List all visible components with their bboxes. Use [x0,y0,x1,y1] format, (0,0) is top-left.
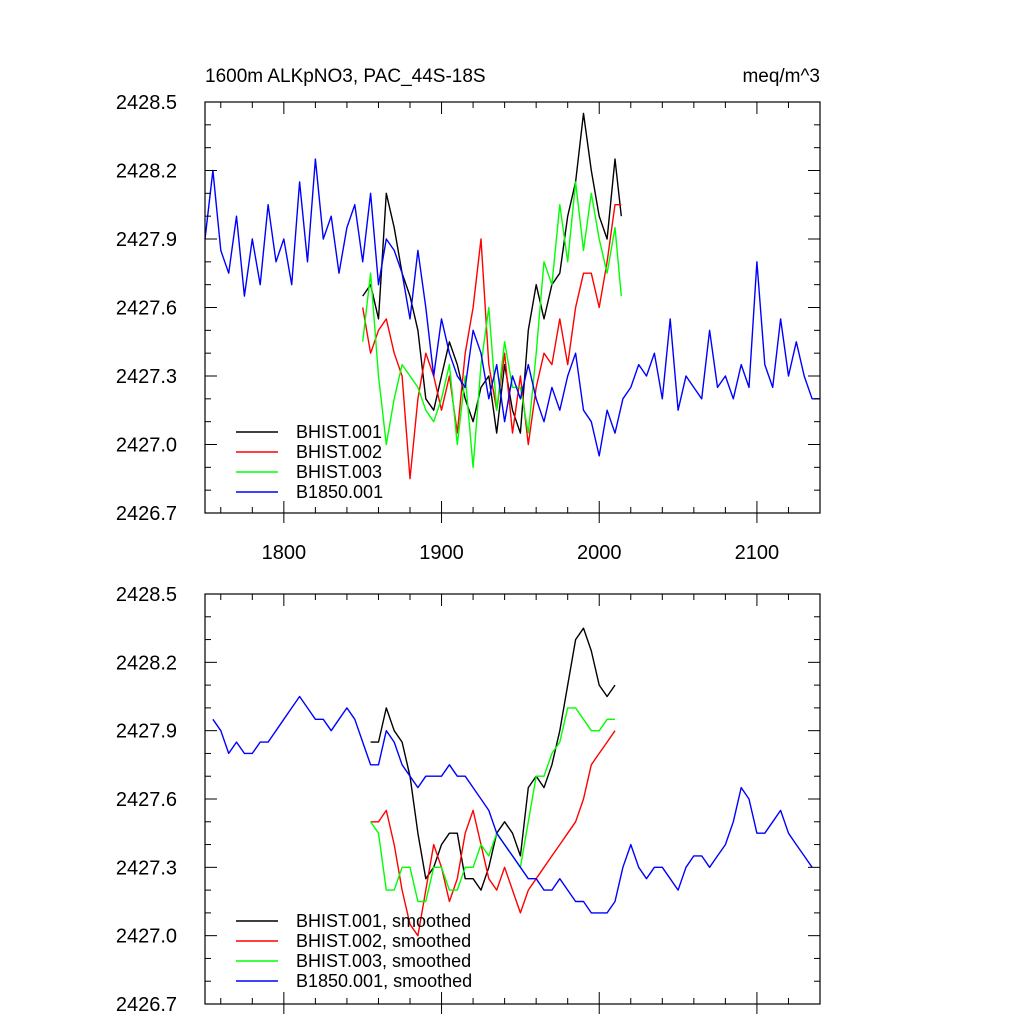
x-tick-label: 1800 [262,542,307,564]
y-tick-label: 2427.0 [116,926,177,948]
y-tick-label: 2427.0 [116,435,177,457]
chart-title: 1600m ALKpNO3, PAC_44S-18S [205,66,486,87]
x-tick-label: 2100 [735,542,780,564]
y-tick-label: 2427.9 [116,229,177,251]
x-tick-label: 1900 [419,542,464,564]
series-line-1-0 [370,627,616,891]
y-tick-label: 2426.7 [116,994,177,1016]
y-tick-label: 2427.6 [116,789,177,811]
legend-entry: BHIST.001, smoothed [296,911,471,931]
units-label: meq/m^3 [742,66,820,87]
legend-entry: B1850.001, smoothed [296,971,472,991]
y-tick-label: 2427.6 [116,298,177,320]
y-tick-label: 2427.3 [116,857,177,879]
y-tick-label: 2428.2 [116,652,177,674]
series-line-0-2 [362,181,622,468]
series-line-0-0 [362,112,622,434]
y-tick-label: 2427.9 [116,721,177,743]
legend-entry: BHIST.001 [296,422,382,442]
series-line-1-2 [370,707,615,903]
legend-entry: BHIST.003, smoothed [296,951,471,971]
x-tick-label: 2000 [577,542,622,564]
y-tick-label: 2428.5 [116,92,177,114]
series-line-0-3 [204,158,820,457]
y-tick-label: 2428.5 [116,584,177,606]
series-line-1-1 [370,730,616,937]
legend-entry: BHIST.002, smoothed [296,931,471,951]
legend-entry: BHIST.002 [296,442,382,462]
series-line-0-1 [362,204,622,480]
y-tick-label: 2428.2 [116,161,177,183]
y-tick-label: 2426.7 [116,503,177,525]
series-line-1-3 [212,695,813,914]
legend-entry: BHIST.003 [296,462,382,482]
y-tick-label: 2427.3 [116,366,177,388]
legend-entry: B1850.001 [296,482,383,502]
